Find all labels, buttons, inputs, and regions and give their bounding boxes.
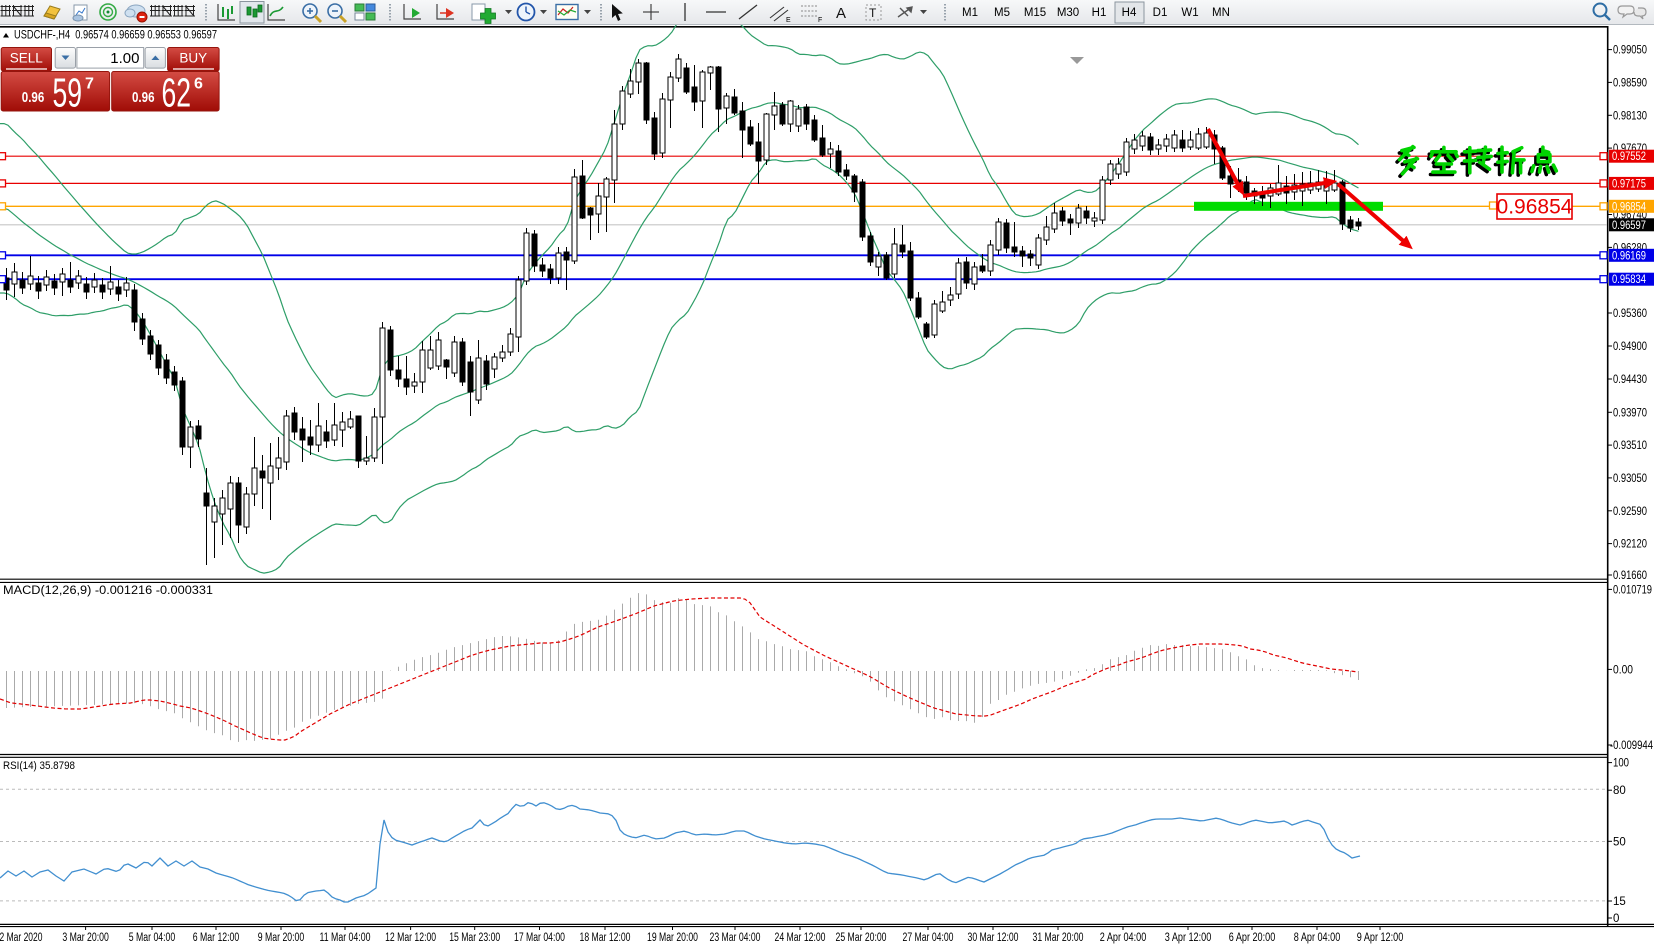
svg-text:0.98130: 0.98130: [1613, 110, 1647, 122]
svg-text:M5: M5: [994, 7, 1010, 19]
svg-text:0.93970: 0.93970: [1613, 407, 1647, 419]
svg-text:M1: M1: [962, 7, 978, 19]
svg-text:W1: W1: [1181, 7, 1198, 19]
svg-text:0.97175: 0.97175: [1612, 178, 1646, 190]
svg-text:9 Apr 12:00: 9 Apr 12:00: [1357, 932, 1404, 944]
svg-text:8 Apr 04:00: 8 Apr 04:00: [1294, 932, 1341, 944]
svg-text:0.95360: 0.95360: [1613, 308, 1647, 320]
svg-text:E: E: [786, 17, 791, 24]
svg-text:59: 59: [53, 70, 83, 116]
svg-text:0.97552: 0.97552: [1612, 151, 1646, 163]
svg-text:M30: M30: [1057, 7, 1079, 19]
svg-text:3 Apr 12:00: 3 Apr 12:00: [1165, 932, 1212, 944]
svg-text:2 Mar 2020: 2 Mar 2020: [0, 932, 43, 944]
svg-text:23 Mar 04:00: 23 Mar 04:00: [710, 932, 761, 944]
svg-text:0.96: 0.96: [132, 90, 155, 106]
svg-text:SELL: SELL: [10, 51, 44, 66]
svg-text:0.00: 0.00: [1613, 664, 1633, 676]
svg-text:6 Apr 20:00: 6 Apr 20:00: [1229, 932, 1276, 944]
svg-text:A: A: [836, 5, 846, 22]
svg-text:M15: M15: [1024, 7, 1046, 19]
svg-text:BUY: BUY: [179, 51, 207, 66]
svg-text:11 Mar 04:00: 11 Mar 04:00: [320, 932, 371, 944]
svg-text:9 Mar 20:00: 9 Mar 20:00: [258, 932, 305, 944]
svg-text:3 Mar 20:00: 3 Mar 20:00: [62, 932, 109, 944]
svg-text:12 Mar 12:00: 12 Mar 12:00: [385, 932, 436, 944]
svg-text:30 Mar 12:00: 30 Mar 12:00: [968, 932, 1019, 944]
svg-text:T: T: [869, 6, 877, 20]
svg-text:0.96169: 0.96169: [1612, 250, 1646, 262]
svg-text:0.98590: 0.98590: [1613, 77, 1647, 89]
svg-text:0.93510: 0.93510: [1613, 440, 1647, 452]
svg-text:6 Mar 12:00: 6 Mar 12:00: [193, 932, 240, 944]
svg-text:0.94900: 0.94900: [1613, 341, 1647, 353]
svg-text:0.010719: 0.010719: [1613, 584, 1652, 596]
svg-text:MN: MN: [1212, 7, 1230, 19]
svg-text:25 Mar 20:00: 25 Mar 20:00: [836, 932, 887, 944]
svg-text:0.91660: 0.91660: [1613, 570, 1647, 582]
svg-text:0.96854: 0.96854: [1497, 196, 1573, 219]
svg-text:31 Mar 20:00: 31 Mar 20:00: [1033, 932, 1084, 944]
svg-text:7: 7: [85, 76, 94, 93]
svg-text:H1: H1: [1092, 7, 1107, 19]
svg-text:H4: H4: [1122, 7, 1137, 19]
svg-text:17 Mar 04:00: 17 Mar 04:00: [514, 932, 565, 944]
svg-text:27 Mar 04:00: 27 Mar 04:00: [903, 932, 954, 944]
svg-text:0.96854: 0.96854: [1612, 201, 1646, 213]
svg-text:0.99050: 0.99050: [1613, 45, 1647, 57]
svg-text:80: 80: [1613, 785, 1626, 797]
svg-text:RSI(14) 35.8798: RSI(14) 35.8798: [3, 760, 75, 772]
svg-text:D1: D1: [1153, 7, 1168, 19]
svg-text:1.00: 1.00: [110, 50, 139, 67]
svg-text:0.92590: 0.92590: [1613, 506, 1647, 518]
svg-text:USDCHF-,H4 0.96574 0.96659 0.: USDCHF-,H4 0.96574 0.96659 0.96553 0.965…: [14, 30, 217, 42]
svg-text:19 Mar 20:00: 19 Mar 20:00: [647, 932, 698, 944]
svg-text:24 Mar 12:00: 24 Mar 12:00: [775, 932, 826, 944]
svg-text:0: 0: [1613, 913, 1619, 925]
svg-text:MACD(12,26,9) -0.001216 -0.000: MACD(12,26,9) -0.001216 -0.000331: [3, 585, 213, 597]
svg-text:0.95834: 0.95834: [1612, 274, 1646, 286]
svg-text:62: 62: [162, 70, 192, 116]
svg-text:-0.009944: -0.009944: [1610, 740, 1654, 752]
svg-text:0.96: 0.96: [22, 90, 45, 106]
svg-text:50: 50: [1613, 836, 1626, 848]
svg-text:18 Mar 12:00: 18 Mar 12:00: [580, 932, 631, 944]
svg-text:15: 15: [1613, 896, 1626, 908]
svg-text:0.94430: 0.94430: [1613, 374, 1647, 386]
svg-text:15 Mar 23:00: 15 Mar 23:00: [449, 932, 500, 944]
svg-text:0.96597: 0.96597: [1612, 220, 1646, 232]
svg-text:6: 6: [194, 76, 203, 93]
svg-text:2 Apr 04:00: 2 Apr 04:00: [1100, 932, 1147, 944]
svg-text:F: F: [818, 17, 822, 24]
svg-text:0.93050: 0.93050: [1613, 473, 1647, 485]
svg-text:100: 100: [1613, 758, 1629, 770]
svg-text:0.92120: 0.92120: [1613, 539, 1647, 551]
svg-text:5 Mar 04:00: 5 Mar 04:00: [129, 932, 176, 944]
